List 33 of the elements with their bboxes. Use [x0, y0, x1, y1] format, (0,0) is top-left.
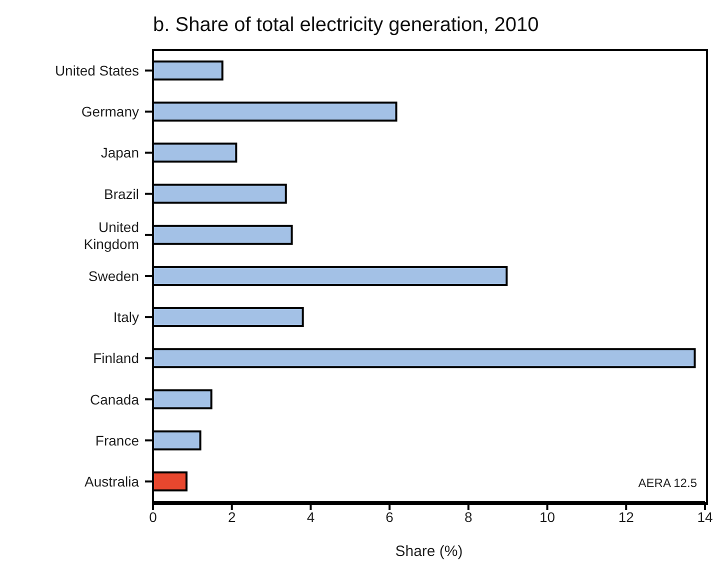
bar: [153, 184, 287, 204]
bar: [153, 224, 293, 245]
y-tick-label: Finland: [93, 350, 139, 366]
bar: [153, 389, 212, 410]
bar: [153, 142, 238, 163]
bar: [153, 471, 188, 492]
x-tick-label: 2: [228, 508, 236, 525]
bar: [153, 60, 224, 81]
chart-title: b. Share of total electricity generation, 2010: [153, 14, 539, 37]
x-tick-label: 14: [697, 508, 713, 525]
x-tick-label: 12: [618, 508, 634, 525]
y-tick-label: Japan: [100, 144, 139, 161]
x-tick-label: 4: [306, 508, 315, 525]
x-tick-label: 8: [464, 508, 473, 525]
y-tick-label: United States: [54, 62, 139, 79]
bar: [153, 102, 398, 122]
y-tick-label: Sweden: [88, 268, 139, 284]
bar: [153, 266, 508, 286]
y-tick-label: Italy: [113, 309, 139, 326]
bar: [153, 348, 696, 368]
annotation: AERA 12.5: [638, 476, 697, 490]
x-axis-title: Share (%): [395, 543, 463, 560]
y-tick-label: Canada: [90, 391, 140, 408]
y-tick-label: Germany: [81, 104, 139, 120]
y-tick-label: United Kingdom: [84, 218, 139, 252]
y-tick-label: Brazil: [104, 186, 139, 202]
x-tick-label: 10: [539, 508, 556, 525]
bar: [153, 307, 304, 328]
y-tick-label: Australia: [84, 473, 140, 490]
y-tick-label: France: [95, 432, 140, 448]
bar: [153, 430, 202, 450]
x-tick-label: 6: [386, 508, 394, 525]
x-tick-label: 0: [149, 508, 158, 525]
